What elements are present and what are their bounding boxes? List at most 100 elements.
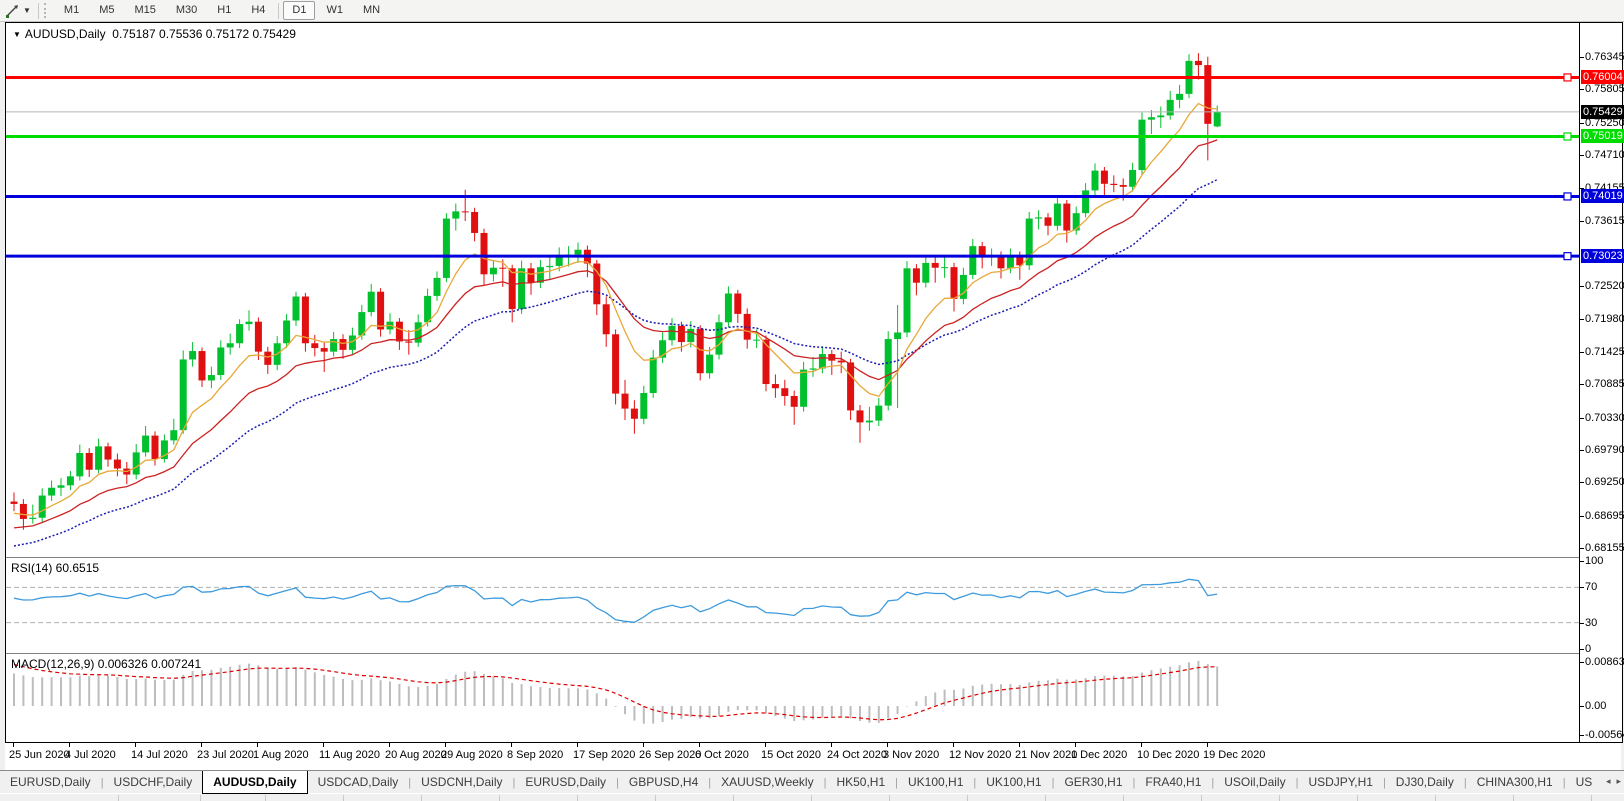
candle [508, 264, 516, 323]
chart-tab-usoil-daily[interactable]: USOil,Daily [1224, 775, 1286, 789]
draw-tool-group[interactable]: ▼ [0, 3, 35, 19]
chart-tab-hk50-h1[interactable]: HK50,H1 [836, 775, 886, 789]
date-tick [765, 743, 766, 747]
tab-separator: | [1463, 776, 1467, 789]
candle [875, 397, 883, 426]
date-tick [1141, 743, 1142, 747]
chart-title-collapse-icon[interactable]: ▼ [13, 30, 21, 39]
panel-divider[interactable] [6, 653, 1622, 654]
macd-histogram [13, 660, 1219, 724]
top-toolbar: ▼ M1 M5 M15 M30 H1 H4 D1 W1 MN [0, 0, 1624, 22]
chart-tab-ger30-h1[interactable]: GER30,H1 [1064, 775, 1123, 789]
date-axis[interactable]: 25 Jun 2020 4 Jul 2020 14 Jul 2020 23 Jul 2… [5, 743, 1621, 770]
tab-scroll-right-icon[interactable]: ▸ [1616, 776, 1621, 786]
timeframe-button-m5[interactable]: M5 [99, 4, 115, 16]
toolbar-grip[interactable] [43, 3, 49, 18]
panel-divider[interactable] [6, 557, 1622, 558]
candle [301, 292, 309, 352]
timeframe-button-h1[interactable]: H1 [217, 4, 232, 16]
candlestick-series [10, 53, 1221, 530]
tab-scroll-left-icon[interactable]: ◂ [1605, 776, 1611, 786]
chart-tab-gbpusd-h4[interactable]: GBPUSD,H4 [628, 775, 699, 789]
date-label: 24 Oct 2020 [827, 749, 887, 761]
axis-tick [1580, 482, 1584, 483]
macd-panel[interactable]: MACD(12,26,9) 0.006326 0.007241 [6, 655, 1579, 742]
chart-tab-eurusd-daily[interactable]: EURUSD,Daily [525, 775, 607, 789]
chart-tab-china300-h1[interactable]: CHINA300,H1 [1476, 775, 1553, 789]
chart-tab-usdchf-daily[interactable]: USDCHF,Daily [113, 775, 193, 789]
chart-tab-us[interactable]: US [1575, 775, 1593, 789]
chart-tab-uk100-h1[interactable]: UK100,H1 [986, 775, 1042, 789]
timeframe-button-m30[interactable]: M30 [175, 4, 198, 16]
date-label: 10 Dec 2020 [1137, 749, 1200, 761]
candle [414, 314, 422, 347]
candle [800, 361, 808, 412]
axis-price-label: 0.72520 [1585, 280, 1624, 292]
draw-tool-caret-icon[interactable]: ▼ [23, 6, 31, 15]
chart-tab-bar: EURUSD,Daily | USDCHF,Daily AUDUSD,Daily USD… [0, 770, 1624, 794]
status-strip-separator [421, 795, 422, 801]
tab-scroll-buttons: ◂ ▸ [1599, 776, 1621, 787]
candle [1100, 167, 1108, 197]
candle [142, 425, 150, 457]
candle [245, 310, 253, 331]
ma-fast-line [13, 102, 1218, 516]
axis-tick [1580, 384, 1584, 385]
candle [1025, 211, 1033, 271]
candle [292, 291, 300, 326]
chart-tab-usdcnh-daily[interactable]: USDCNH,Daily [421, 775, 503, 789]
axis-tick [1580, 57, 1584, 58]
axis-price-label: 0.69790 [1585, 444, 1624, 456]
rsi-line [13, 578, 1218, 623]
axis-tick [1580, 548, 1584, 549]
candle [527, 262, 535, 295]
timeframe-button-m15[interactable]: M15 [134, 4, 156, 16]
timeframe-button-h4[interactable]: H4 [251, 4, 266, 16]
ohlc-close: 0.75429 [252, 27, 296, 41]
tab-separator: | [408, 776, 412, 789]
chart-tab-fra40-h1[interactable]: FRA40,H1 [1145, 775, 1202, 789]
timeframe-button-d1[interactable]: D1 [283, 1, 316, 20]
chart-tab-audusd-daily[interactable]: AUDUSD,Daily [202, 771, 308, 794]
chart-tab-usdjpy-h1[interactable]: USDJPY,H1 [1308, 775, 1373, 789]
line-drag-handle[interactable] [1563, 252, 1572, 261]
date-label: 17 Sep 2020 [573, 749, 636, 761]
timeframe-button-mn[interactable]: MN [362, 4, 381, 16]
candle [809, 357, 817, 377]
candle [283, 313, 291, 349]
chart-tab-eurusd-daily[interactable]: EURUSD,Daily [10, 775, 91, 789]
chart-tab-xauusd-weekly[interactable]: XAUUSD,Weekly [721, 775, 814, 789]
date-label: 3 Nov 2020 [883, 749, 940, 761]
status-strip-separator [1591, 795, 1592, 801]
timeframe-button-w1[interactable]: W1 [326, 4, 343, 16]
status-strip-separator [118, 795, 119, 801]
candle [226, 333, 234, 355]
price-chart-canvas[interactable] [6, 23, 1579, 556]
chart-tab-usdcad-daily[interactable]: USDCAD,Daily [317, 775, 399, 789]
price-axis[interactable]: 0.76345 0.75805 0.75250 0.74710 0.74155 0.736… [1579, 23, 1624, 742]
candle [1063, 199, 1071, 243]
line-drag-handle[interactable] [1563, 132, 1572, 141]
candle [1082, 183, 1090, 218]
candle [1157, 106, 1165, 129]
timeframe-button-m1[interactable]: M1 [63, 4, 80, 16]
candle [1176, 84, 1184, 109]
candle [57, 478, 65, 497]
axis-tick [1580, 706, 1584, 707]
chart-tab-dj30-daily[interactable]: DJ30,Daily [1395, 775, 1454, 789]
status-strip-separator [811, 795, 812, 801]
line-drag-handle[interactable] [1563, 73, 1572, 82]
candle [395, 318, 403, 350]
candle [1044, 213, 1052, 236]
candle [969, 238, 977, 280]
crosshair-draw-tool-icon[interactable] [4, 3, 20, 19]
candle [593, 259, 601, 316]
candle [659, 332, 667, 364]
status-strip-separator [499, 795, 500, 801]
ma-mid-line [13, 139, 1218, 529]
candle [254, 317, 262, 361]
chart-tab-uk100-h1[interactable]: UK100,H1 [908, 775, 964, 789]
rsi-panel[interactable]: RSI(14) 60.6515 [6, 559, 1579, 652]
price-chart-panel[interactable] [6, 23, 1579, 556]
line-drag-handle[interactable] [1563, 192, 1572, 201]
